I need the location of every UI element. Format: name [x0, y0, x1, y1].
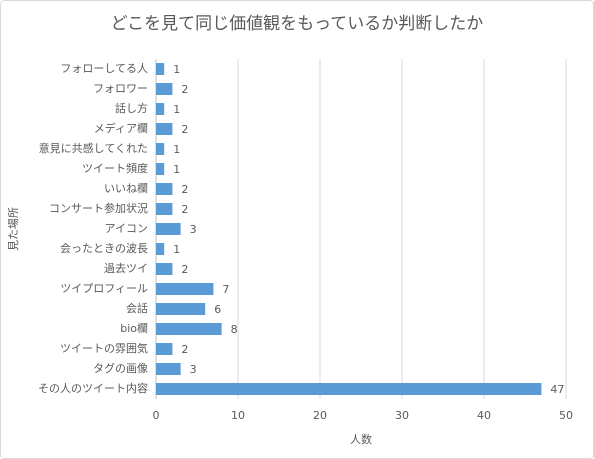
data-label: 7 [222, 283, 229, 296]
data-label: 2 [181, 183, 188, 196]
y-axis-label: 見た場所 [7, 207, 20, 251]
y-tick-label: フォローしてる人 [60, 62, 148, 75]
x-axis-label: 人数 [350, 433, 372, 446]
bar [156, 123, 173, 135]
bar [156, 143, 165, 155]
y-tick-label: コンサート参加状況 [49, 201, 148, 215]
data-label: 2 [181, 123, 188, 136]
y-tick-label: 意見に共感してくれた [39, 141, 148, 155]
data-label: 8 [231, 323, 238, 336]
y-tick-label: メディア欄 [94, 121, 148, 135]
data-label: 1 [173, 103, 180, 116]
y-tick-label: アイコン [105, 222, 148, 235]
bar [156, 263, 173, 275]
bar [156, 103, 165, 115]
x-tick-label: 30 [395, 409, 409, 422]
y-tick-label: フォロワー [93, 82, 148, 95]
y-tick-label: ツイートの雰囲気 [60, 341, 148, 355]
y-tick-label: その人のツイート内容 [38, 381, 148, 395]
x-tick-label: 20 [313, 409, 327, 422]
chart-title: どこを見て同じ価値観をもっているか判断したか [111, 14, 484, 34]
y-tick-label: 会ったときの波長 [60, 242, 148, 255]
y-tick-label: ツイート頻度 [82, 161, 148, 175]
bar [156, 203, 173, 215]
y-tick-label: いいね欄 [104, 181, 148, 195]
bar [156, 243, 165, 255]
data-label: 3 [190, 363, 197, 376]
y-tick-label: タグの画像 [93, 361, 148, 375]
y-tick-label: 話し方 [115, 101, 148, 115]
y-tick-label: ツイプロフィール [60, 282, 148, 295]
bar [156, 183, 173, 195]
bar [156, 283, 214, 295]
data-label: 1 [173, 63, 180, 76]
x-tick-label: 40 [477, 409, 491, 422]
bar [156, 363, 181, 375]
data-label: 1 [173, 143, 180, 156]
bar [156, 303, 206, 315]
bar [156, 223, 181, 235]
y-tick-label: 会話 [126, 301, 148, 315]
data-label: 47 [550, 383, 564, 396]
data-label: 6 [214, 303, 221, 316]
bar [156, 383, 542, 395]
bar [156, 163, 165, 175]
data-label: 1 [173, 243, 180, 256]
bar [156, 63, 165, 75]
y-tick-label: bio欄 [120, 321, 148, 335]
data-label: 2 [181, 343, 188, 356]
bar [156, 323, 222, 335]
bar [156, 83, 173, 95]
data-label: 2 [181, 83, 188, 96]
data-label: 2 [181, 203, 188, 216]
bar [156, 343, 173, 355]
data-label: 1 [173, 163, 180, 176]
x-tick-label: 0 [153, 409, 160, 422]
data-label: 3 [190, 223, 197, 236]
data-label: 2 [181, 263, 188, 276]
y-tick-label: 過去ツイ [104, 262, 148, 275]
x-tick-label: 10 [231, 409, 245, 422]
x-tick-label: 50 [559, 409, 573, 422]
